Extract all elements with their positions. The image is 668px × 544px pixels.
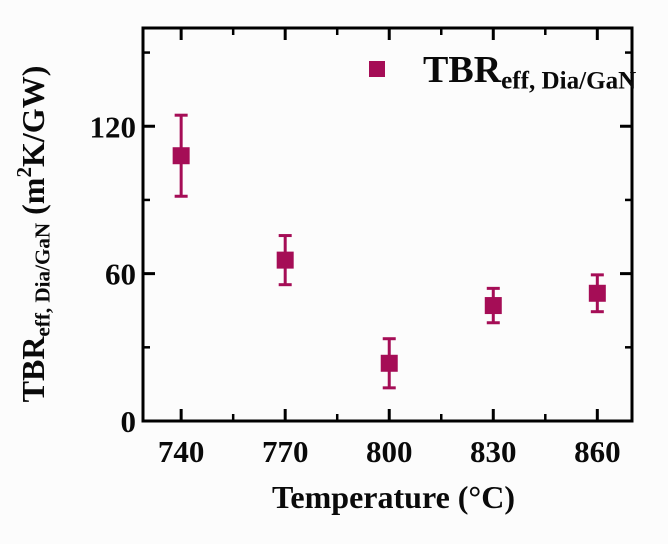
y-axis-label: TBReff, Dia/GaN (m2K/GW) (12, 66, 54, 403)
axis-ticks (144, 29, 631, 423)
marker-square (484, 297, 502, 315)
x-tick-label: 770 (262, 434, 309, 469)
data-point (172, 113, 190, 198)
x-tick-label: 800 (366, 434, 413, 469)
y-tick-label: 0 (121, 404, 137, 439)
plot-frame (141, 26, 634, 423)
y-tick-label: 120 (90, 109, 137, 144)
data-point (380, 337, 398, 390)
legend-label: TBReff, Dia/GaN (423, 49, 636, 94)
data-point (276, 234, 294, 287)
legend-marker-square-icon (369, 61, 385, 77)
marker-square (172, 147, 190, 165)
x-tick-label: 740 (158, 434, 205, 469)
x-tick-label: 830 (470, 434, 517, 469)
x-tick-label: 860 (574, 434, 621, 469)
marker-square (588, 284, 606, 302)
y-tick-label: 60 (105, 257, 136, 292)
marker-square (380, 354, 398, 372)
legend: TBReff, Dia/GaN (369, 49, 636, 94)
data-point (484, 286, 502, 325)
data-series (172, 113, 606, 390)
marker-square (276, 251, 294, 269)
x-axis-label: Temperature (°C) (272, 479, 515, 515)
data-point (588, 273, 606, 314)
